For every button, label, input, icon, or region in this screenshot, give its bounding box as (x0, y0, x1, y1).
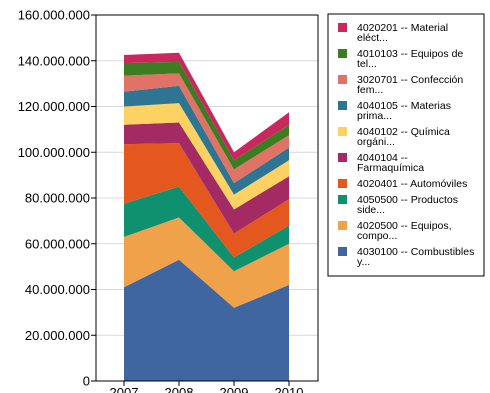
legend-label: compo... (357, 230, 397, 242)
legend-label: 4050500 -- Productos (357, 194, 458, 206)
legend-swatch (338, 247, 347, 256)
legend-swatch (338, 221, 347, 230)
legend-swatch (338, 195, 347, 204)
legend-box (327, 13, 485, 277)
xtick-label: 2009 (220, 385, 249, 393)
legend-label: 4040102 -- Química (357, 126, 450, 138)
legend-swatch (338, 153, 347, 162)
legend-label: 4040104 -- (357, 152, 408, 164)
legend-label: fem... (357, 84, 383, 96)
plot-frame (95, 14, 319, 382)
xtick-label: 2010 (275, 385, 304, 393)
area-series-4030100 (124, 259, 289, 381)
ytick-label: 80.000.000 (25, 191, 90, 206)
xtick-label: 2007 (110, 385, 139, 393)
area-series-4040105 (124, 85, 289, 195)
ytick-label: 60.000.000 (25, 236, 90, 251)
axes: 0 20.000.000 40.000.000 60.000.000 80.000.00… (18, 8, 319, 393)
legend-swatch (338, 49, 347, 58)
legend-label: orgáni... (357, 136, 395, 148)
area-series-4040104 (124, 122, 289, 234)
legend-label: side... (357, 204, 385, 216)
ytick-label: 20.000.000 (25, 328, 90, 343)
legend-item-4020401: 4020401 -- Automóviles (338, 178, 467, 190)
legend-swatch (338, 127, 347, 136)
legend-label: eléct... (357, 32, 388, 44)
area-series-group (124, 52, 289, 381)
area-series-4040102 (124, 103, 289, 210)
ytick-label: 0 (83, 374, 90, 389)
ytick-label: 140.000.000 (18, 53, 90, 68)
area-series-4020401 (124, 143, 289, 258)
legend-swatch (338, 23, 347, 32)
legend-label: tel... (357, 58, 377, 70)
legend-item-4050500: 4050500 -- Productosside... (338, 194, 458, 216)
ytick-label: 40.000.000 (25, 282, 90, 297)
legend-swatch (338, 101, 347, 110)
ytick-label: 120.000.000 (18, 99, 90, 114)
legend-label: 4020500 -- Equipos, (357, 220, 452, 232)
legend-item-4010103: 4010103 -- Equipos detel... (338, 48, 463, 70)
area-series-3020701 (124, 73, 289, 184)
legend-label: 4030100 -- Combustibles (357, 246, 474, 258)
legend-item-3020701: 3020701 -- Confecciónfem... (338, 74, 463, 96)
legend-item-4040104: 4040104 --Farmaquímica (338, 152, 424, 174)
legend-item-4020500: 4020500 -- Equipos,compo... (338, 220, 452, 242)
ytick-label: 100.000.000 (18, 145, 90, 160)
area-series-4020500 (124, 217, 289, 308)
legend-label: prima... (357, 110, 392, 122)
legend-item-4020201: 4020201 -- Materialeléct... (338, 22, 448, 44)
area-series-4050500 (124, 186, 289, 272)
legend-label: 4020201 -- Material (357, 22, 448, 34)
legend-item-4040102: 4040102 -- Químicaorgáni... (338, 126, 450, 148)
legend-swatch (338, 75, 347, 84)
legend-item-4030100: 4030100 -- Combustiblesy... (338, 246, 474, 268)
legend-label: 4020401 -- Automóviles (357, 178, 467, 190)
area-series-4010103 (124, 61, 289, 170)
legend-swatch (338, 179, 347, 188)
ytick-label: 160.000.000 (18, 8, 90, 23)
xtick-label: 2008 (165, 385, 194, 393)
legend-label: y... (357, 256, 370, 268)
legend-item-4040105: 4040105 -- Materiasprima... (338, 100, 451, 122)
legend-label: 4040105 -- Materias (357, 100, 451, 112)
legend-label: Farmaquímica (357, 162, 424, 174)
legend-label: 4010103 -- Equipos de (357, 48, 463, 60)
area-series-4020201 (124, 52, 289, 161)
legend-label: 3020701 -- Confección (357, 74, 463, 86)
